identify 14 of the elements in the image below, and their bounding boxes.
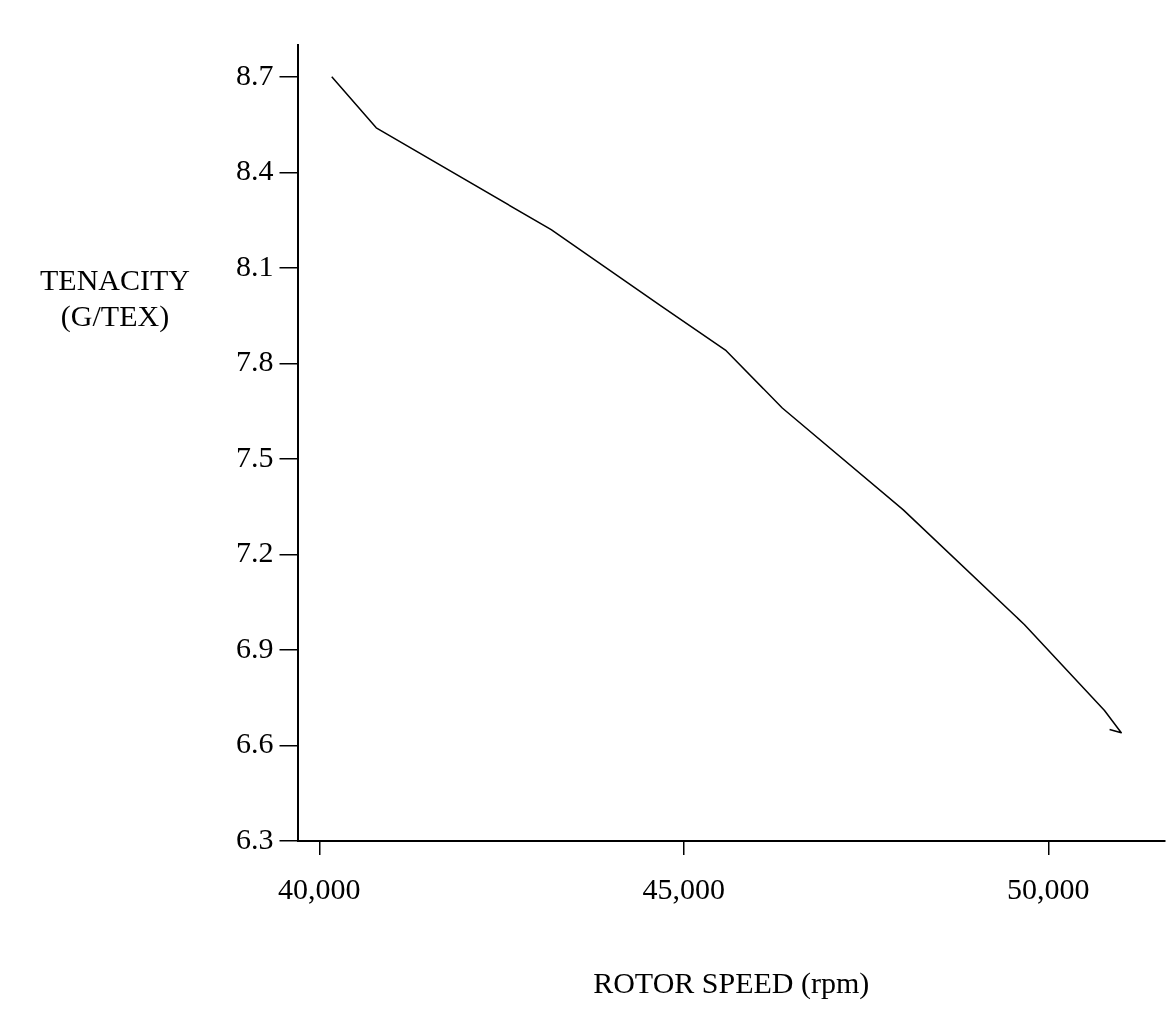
y-tick-label: 6.9	[236, 630, 274, 664]
y-tick-label: 8.7	[236, 57, 274, 91]
y-tick-label: 6.3	[236, 821, 274, 855]
x-tick-label: 40,000	[278, 871, 361, 905]
y-tick-label: 6.6	[236, 726, 274, 760]
y-tick-label: 8.4	[236, 153, 274, 187]
y-axis-title: TENACITY (G/TEX)	[39, 262, 191, 334]
x-tick-label: 50,000	[1007, 871, 1090, 905]
x-axis-title: ROTOR SPEED (rpm)	[593, 965, 870, 1000]
y-tick-label: 8.1	[236, 248, 274, 282]
x-tick-label: 45,000	[642, 871, 726, 905]
y-tick-label: 7.5	[236, 439, 274, 473]
y-tick-label: 7.2	[236, 535, 274, 569]
y-tick-label: 7.8	[236, 344, 274, 378]
